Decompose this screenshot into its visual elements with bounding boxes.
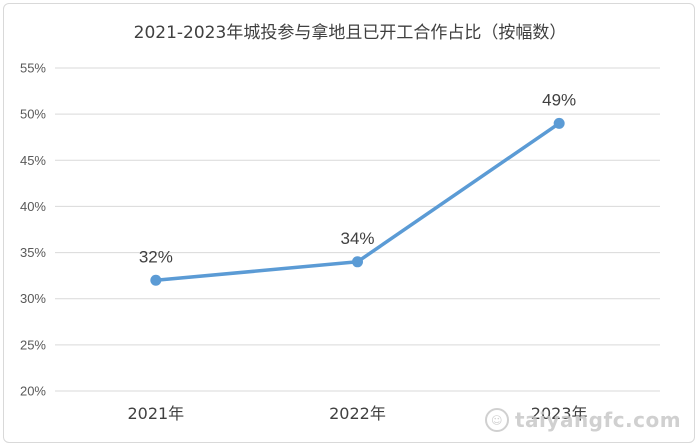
data-label: 49% xyxy=(542,90,576,109)
x-axis-ticks: 2021年 2022年 2023年 xyxy=(127,404,587,423)
gridlines xyxy=(55,67,660,392)
y-tick-label: 55% xyxy=(20,61,46,76)
chart-frame xyxy=(3,3,695,443)
y-tick-label: 30% xyxy=(20,291,46,306)
x-tick-label: 2022年 xyxy=(329,404,386,423)
sun-smile-icon: ☺ xyxy=(485,408,509,432)
watermark: ☺ taiyangfc.com xyxy=(485,405,695,435)
y-tick-label: 40% xyxy=(20,199,46,214)
data-label: 34% xyxy=(340,229,374,248)
data-point xyxy=(150,274,162,286)
y-tick-label: 50% xyxy=(20,107,46,122)
y-axis-ticks: 20% 25% 30% 35% 40% 45% 50% 55% xyxy=(20,61,46,399)
y-tick-label: 20% xyxy=(20,384,46,399)
x-tick-label: 2021年 xyxy=(127,404,184,423)
data-point xyxy=(553,117,565,129)
y-tick-label: 45% xyxy=(20,153,46,168)
data-point xyxy=(352,256,363,268)
series-group xyxy=(150,117,565,286)
chart-title: 2021-2023年城投参与拿地且已开工合作占比（按幅数） xyxy=(133,23,567,43)
x-tick-label: 2023年 xyxy=(531,404,588,423)
data-label: 32% xyxy=(139,247,173,266)
y-tick-label: 25% xyxy=(20,337,46,352)
data-labels: 32% 34% 49% xyxy=(139,90,576,266)
y-tick-label: 35% xyxy=(20,245,46,260)
watermark-text: taiyangfc.com xyxy=(515,408,682,432)
